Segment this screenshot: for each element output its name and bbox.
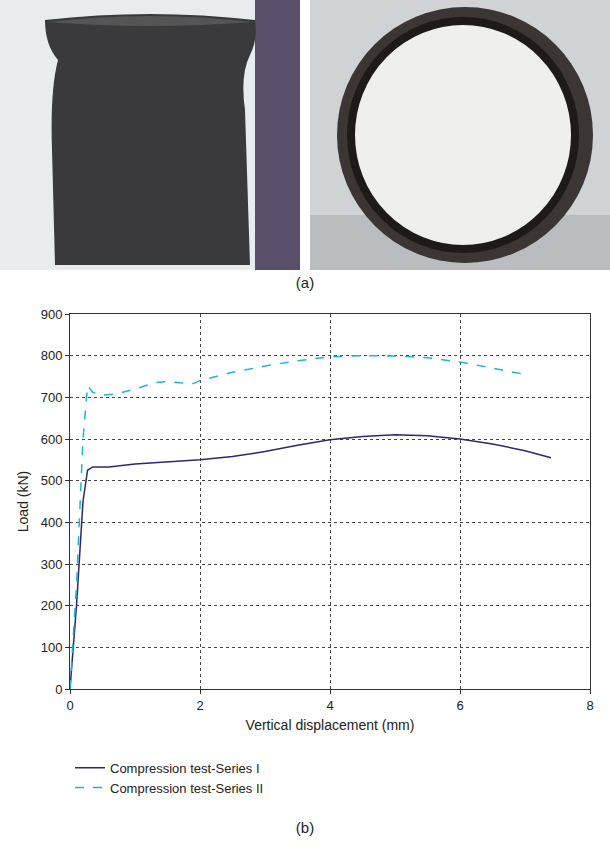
svg-text:100: 100 [41,640,63,655]
svg-text:4: 4 [326,698,333,713]
svg-text:8: 8 [586,698,593,713]
svg-text:900: 900 [41,307,63,322]
svg-text:Vertical displacement (mm): Vertical displacement (mm) [246,717,415,733]
svg-text:Load (kN): Load (kN) [15,471,31,532]
svg-text:700: 700 [41,390,63,405]
svg-text:600: 600 [41,432,63,447]
svg-text:800: 800 [41,348,63,363]
svg-text:6: 6 [456,698,463,713]
svg-text:2: 2 [196,698,203,713]
svg-text:400: 400 [41,515,63,530]
svg-text:500: 500 [41,473,63,488]
svg-text:Compression test-Series I: Compression test-Series I [110,761,260,776]
html-text:(a): (a) [295,274,315,291]
svg-text:200: 200 [41,598,63,613]
svg-text:0: 0 [55,682,62,697]
svg-text:300: 300 [41,557,63,572]
svg-text:Compression test-Series II: Compression test-Series II [110,781,263,796]
html-text:(b): (b) [295,819,315,836]
svg-text:0: 0 [66,698,73,713]
